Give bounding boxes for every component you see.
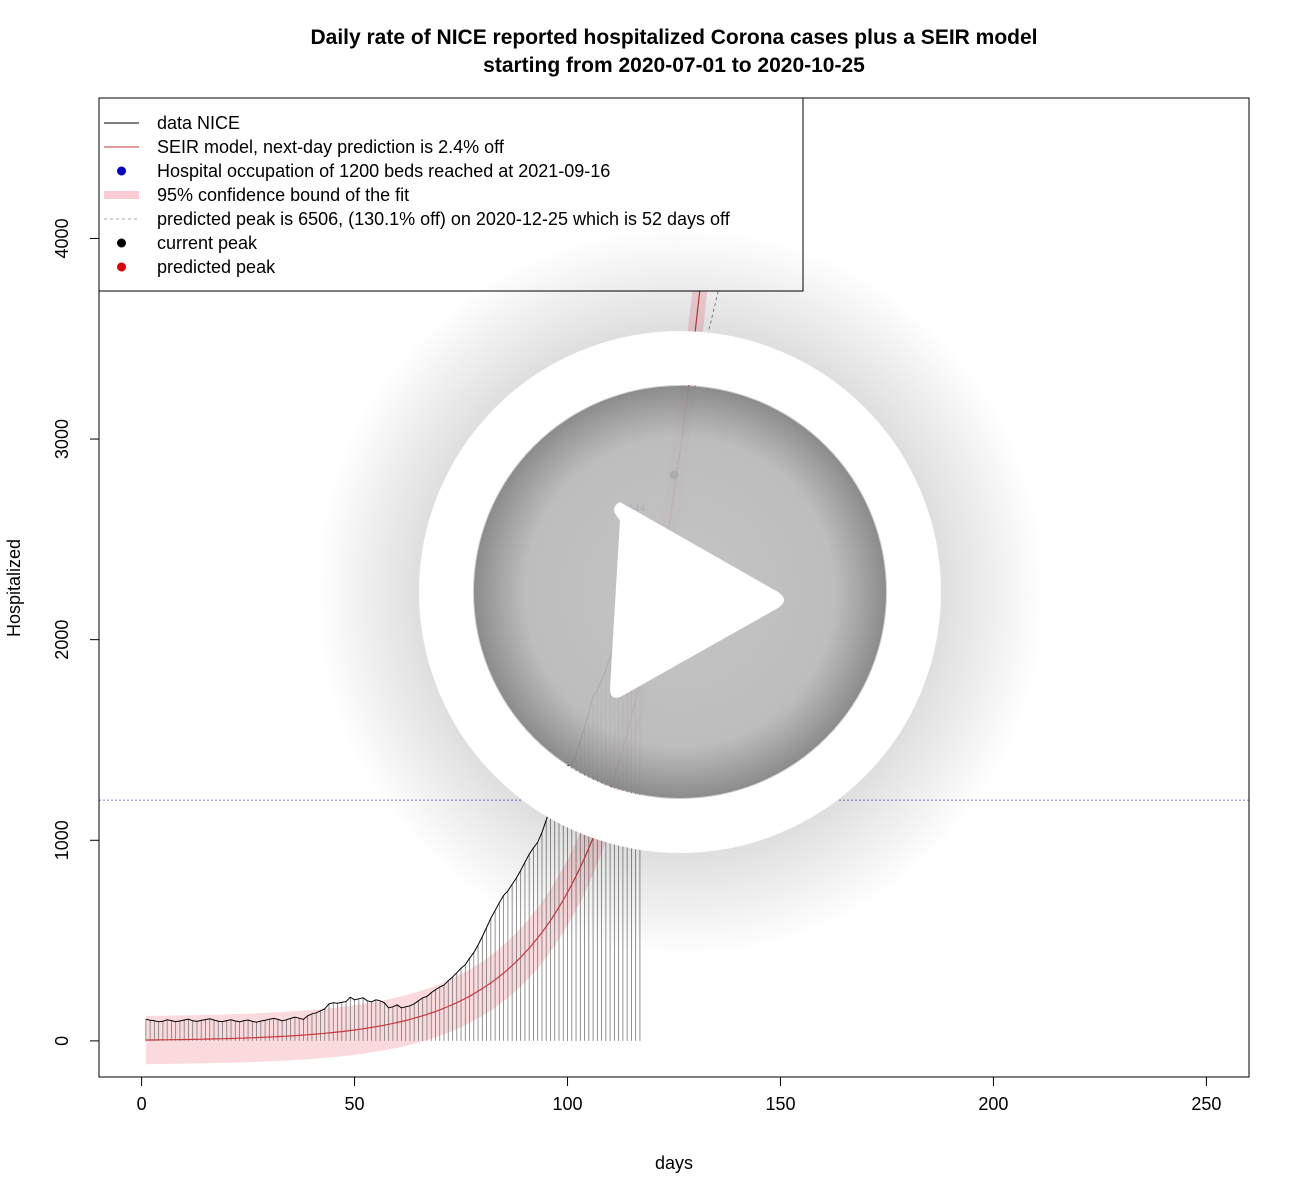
legend-label: predicted peak [157,257,276,277]
x-tick-label: 250 [1191,1094,1221,1114]
x-tick-label: 100 [552,1094,582,1114]
legend-symbol [117,238,126,248]
chart-title-line1: Daily rate of NICE reported hospitalized… [310,26,1037,49]
x-tick-label: 50 [345,1094,365,1114]
play-button[interactable] [300,230,1060,970]
x-tick-label: 0 [137,1094,147,1114]
x-tick-label: 200 [978,1094,1008,1114]
y-tick-label: 4000 [52,218,72,258]
y-tick-label: 3000 [52,419,72,459]
y-axis-label: Hospitalized [4,539,24,637]
legend-label: 95% confidence bound of the fit [157,185,409,205]
legend: data NICE SEIR model, next-day prediction… [98,97,804,292]
legend-label: current peak [157,233,258,253]
legend-symbol [117,166,126,176]
legend-label: data NICE [157,113,240,133]
chart-title-line2: starting from 2020-07-01 to 2020-10-25 [483,54,865,77]
x-axis-label: days [655,1153,693,1173]
legend-label: SEIR model, next-day prediction is 2.4% … [157,137,505,157]
y-axis: 0 1000 2000 3000 4000 [52,218,100,1046]
x-tick-label: 150 [765,1094,795,1114]
x-axis: 0 50 100 150 200 250 [137,1076,1221,1114]
y-tick-label: 1000 [52,820,72,860]
y-tick-label: 0 [52,1036,72,1046]
play-icon [610,502,784,698]
legend-label: predicted peak is 6506, (130.1% off) on … [157,209,731,229]
y-tick-label: 2000 [52,620,72,660]
play-button-ring [419,331,941,853]
legend-label: Hospital occupation of 1200 beds reached… [157,161,610,181]
legend-symbol [117,262,126,272]
